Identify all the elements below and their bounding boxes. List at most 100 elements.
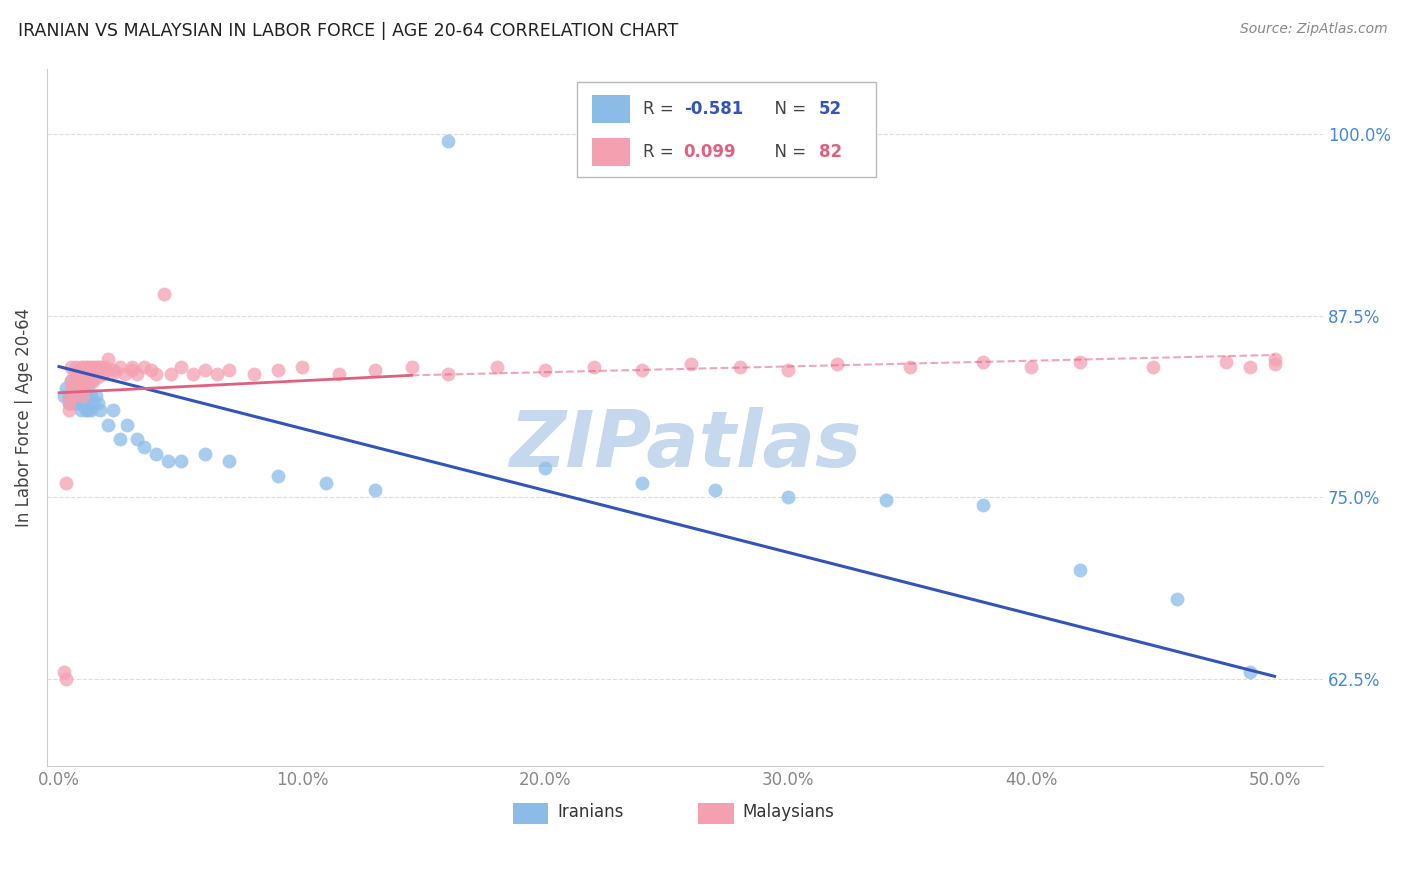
Point [134, 359, 156, 374]
Point [121, 362, 143, 376]
Point [101, 403, 124, 417]
Point [58, 389, 80, 403]
Point [60, 389, 83, 403]
Point [1021, 359, 1043, 374]
Point [1069, 355, 1091, 369]
Point [121, 359, 143, 374]
Point [60, 359, 83, 374]
Text: R =: R = [643, 144, 679, 161]
Point [62, 389, 84, 403]
Point [97, 362, 120, 376]
Point [101, 362, 124, 376]
FancyBboxPatch shape [592, 138, 630, 166]
Point [1239, 665, 1261, 679]
Point [67, 381, 90, 395]
Point [364, 483, 387, 498]
Text: IRANIAN VS MALAYSIAN IN LABOR FORCE | AGE 20-64 CORRELATION CHART: IRANIAN VS MALAYSIAN IN LABOR FORCE | AG… [18, 22, 679, 40]
Point [401, 359, 423, 374]
Text: N =: N = [763, 100, 811, 118]
Text: Source: ZipAtlas.com: Source: ZipAtlas.com [1240, 22, 1388, 37]
Text: N =: N = [763, 144, 811, 161]
Point [1215, 355, 1237, 369]
Point [437, 134, 460, 148]
Point [55, 475, 77, 490]
Point [91, 367, 114, 381]
Point [58, 396, 80, 410]
Point [82, 359, 104, 374]
Point [77, 367, 100, 381]
Point [65, 374, 87, 388]
Point [141, 362, 163, 376]
Point [169, 359, 191, 374]
Point [79, 359, 101, 374]
Point [728, 359, 751, 374]
Point [60, 374, 83, 388]
Point [291, 359, 314, 374]
Point [84, 367, 107, 381]
Point [79, 403, 101, 417]
Point [72, 381, 94, 395]
Point [65, 389, 87, 403]
Point [62, 381, 84, 395]
Text: 52: 52 [820, 100, 842, 118]
Point [1142, 359, 1164, 374]
Point [825, 357, 848, 371]
Point [58, 389, 80, 403]
Point [108, 359, 131, 374]
Point [67, 396, 90, 410]
Point [97, 352, 120, 367]
Point [82, 396, 104, 410]
Point [267, 362, 290, 376]
Point [60, 381, 83, 395]
Point [75, 389, 97, 403]
Point [75, 359, 97, 374]
Point [1239, 359, 1261, 374]
Point [82, 374, 104, 388]
Point [681, 357, 703, 371]
Point [70, 359, 93, 374]
Point [70, 389, 93, 403]
Text: ZIPatlas: ZIPatlas [509, 408, 860, 483]
Point [77, 359, 100, 374]
Point [72, 359, 94, 374]
Point [898, 359, 921, 374]
Point [242, 367, 264, 381]
Point [145, 367, 167, 381]
Point [125, 367, 148, 381]
Point [534, 461, 557, 475]
Point [87, 396, 110, 410]
Point [104, 366, 127, 380]
Point [72, 374, 94, 388]
Point [65, 381, 87, 395]
Point [1069, 563, 1091, 577]
Point [87, 359, 110, 374]
Point [70, 374, 93, 388]
Point [79, 374, 101, 388]
Point [70, 403, 93, 417]
Point [55, 672, 77, 686]
Point [84, 359, 107, 374]
Text: 0.099: 0.099 [683, 144, 737, 161]
Point [194, 447, 217, 461]
Point [218, 362, 240, 376]
Point [534, 362, 557, 376]
Point [181, 367, 204, 381]
Point [778, 362, 800, 376]
Point [72, 389, 94, 403]
Point [114, 367, 136, 381]
Point [485, 359, 508, 374]
Point [67, 367, 90, 381]
Point [60, 374, 83, 388]
Point [972, 355, 994, 369]
Point [55, 381, 77, 395]
Point [1166, 592, 1188, 607]
Point [972, 498, 994, 512]
Point [75, 374, 97, 388]
Point [134, 440, 156, 454]
Point [157, 454, 180, 468]
Text: Iranians: Iranians [557, 803, 624, 821]
Point [194, 362, 217, 376]
Point [62, 396, 84, 410]
Point [72, 381, 94, 395]
Point [267, 468, 290, 483]
